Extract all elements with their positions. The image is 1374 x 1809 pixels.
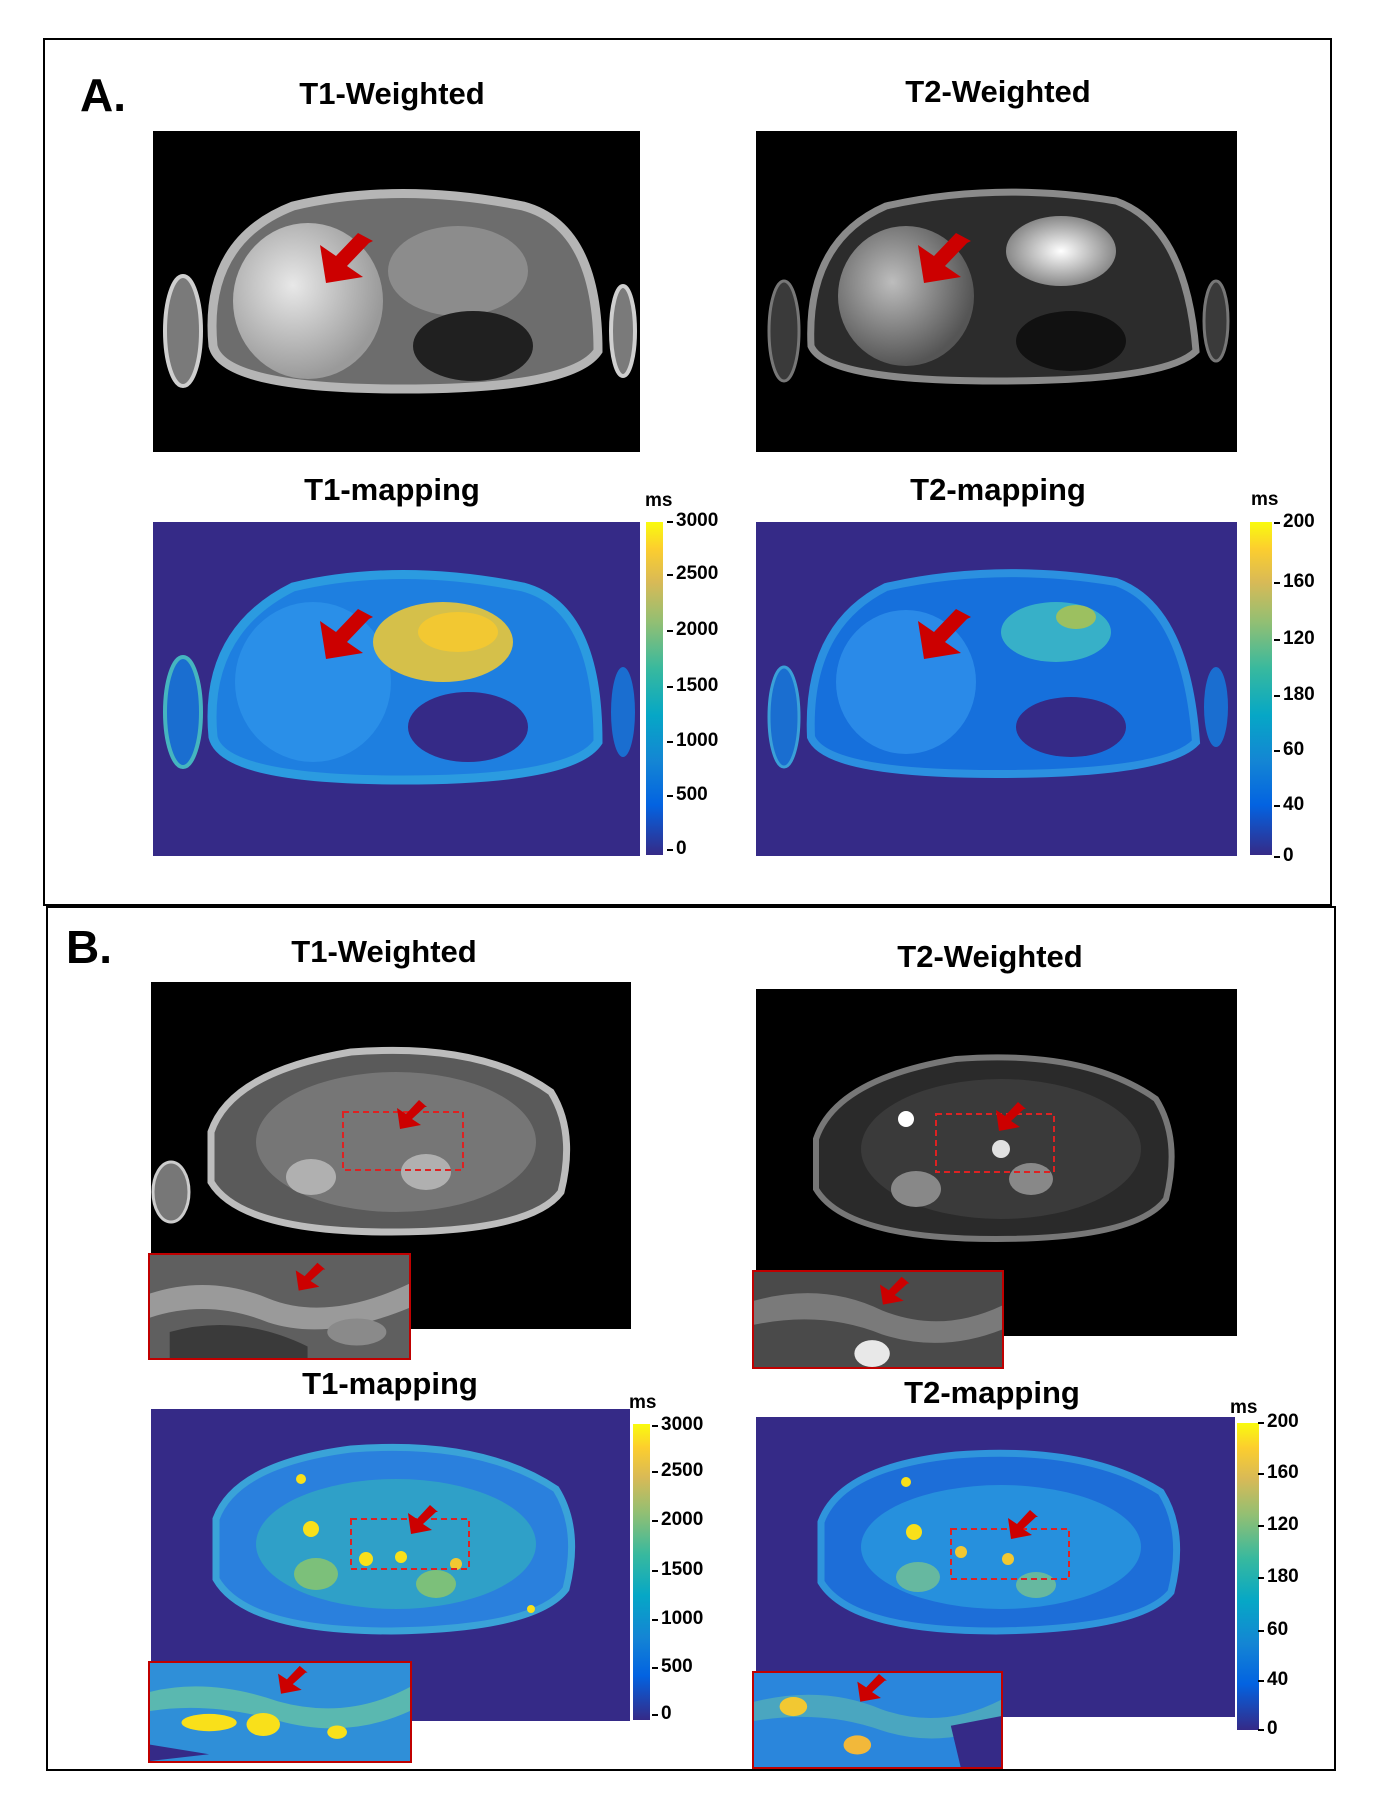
- tick-label: 120: [1258, 1514, 1299, 1535]
- tick-label: 1500: [651, 1559, 704, 1580]
- panel-a-t1-colorbar-unit: ms: [645, 490, 673, 511]
- tick-label: 40: [1257, 1669, 1289, 1690]
- tick-label: 1500: [666, 675, 719, 696]
- tick-label: 0: [1274, 845, 1294, 866]
- panel-a-t2-colorbar: [1250, 522, 1272, 855]
- panel-a-t1-mapping-title: T1-mapping: [304, 472, 480, 507]
- panel-b-t2-map-inset: [752, 1671, 1003, 1769]
- panel-b-t1-map-image: [151, 1409, 630, 1721]
- panel-b-t1-mapping-title: T1-mapping: [302, 1366, 478, 1401]
- tick-label: 3000: [651, 1414, 704, 1435]
- panel-a-frame: [43, 38, 1332, 906]
- tick-label: 2500: [651, 1460, 704, 1481]
- tick-label: 500: [652, 1656, 693, 1677]
- tick-label: 60: [1273, 739, 1305, 760]
- tick-label: 60: [1257, 1619, 1289, 1640]
- panel-b-letter: B.: [66, 921, 112, 973]
- panel-a-t2-weighted-image: [756, 131, 1237, 452]
- tick-label: 0: [667, 838, 687, 859]
- panel-a-t1-weighted-title: T1-Weighted: [299, 76, 485, 111]
- panel-b-t2-colorbar: [1237, 1423, 1259, 1730]
- panel-b-t2-weighted-title: T2-Weighted: [897, 939, 1083, 974]
- panel-b-t2-map-image: [756, 1417, 1235, 1717]
- tick-label: 2000: [651, 1509, 704, 1530]
- tick-label: 180: [1258, 1566, 1299, 1587]
- panel-a-t1-weighted-image: [153, 131, 640, 452]
- tick-label: 200: [1258, 1411, 1299, 1432]
- panel-a-letter: A.: [80, 69, 126, 121]
- panel-b-t2-weighted-inset: [752, 1270, 1004, 1369]
- panel-a-t2-mapping-title: T2-mapping: [910, 472, 1086, 507]
- tick-label: 1000: [666, 730, 719, 751]
- tick-label: 2000: [666, 619, 719, 640]
- panel-a-t2-colorbar-unit: ms: [1251, 489, 1279, 510]
- panel-b-t1-weighted-title: T1-Weighted: [291, 934, 477, 969]
- panel-b-frame: [46, 906, 1336, 1771]
- tick-label: 0: [1258, 1718, 1278, 1739]
- tick-label: 200: [1274, 511, 1315, 532]
- panel-b-t1-map-inset: [148, 1661, 412, 1763]
- panel-b-t2-colorbar-unit: ms: [1230, 1397, 1258, 1418]
- tick-label: 160: [1274, 571, 1315, 592]
- panel-a-t2-weighted-title: T2-Weighted: [905, 74, 1091, 109]
- tick-label: 1000: [651, 1608, 704, 1629]
- tick-label: 0: [652, 1703, 672, 1724]
- tick-label: 120: [1274, 628, 1315, 649]
- panel-b-t2-mapping-title: T2-mapping: [904, 1375, 1080, 1410]
- panel-b-t1-weighted-inset: [148, 1253, 411, 1360]
- panel-b-t1-weighted-image: [151, 982, 631, 1329]
- panel-b-t1-colorbar: [633, 1424, 650, 1720]
- panel-b-t1-colorbar-unit: ms: [629, 1392, 657, 1413]
- tick-label: 40: [1273, 794, 1305, 815]
- tick-label: 500: [667, 784, 708, 805]
- panel-a-t1-map-image: [153, 522, 640, 856]
- panel-a-t1-colorbar: [646, 522, 663, 855]
- tick-label: 3000: [666, 510, 719, 531]
- panel-a-t2-map-image: [756, 522, 1237, 856]
- tick-label: 180: [1274, 684, 1315, 705]
- tick-label: 160: [1258, 1462, 1299, 1483]
- tick-label: 2500: [666, 563, 719, 584]
